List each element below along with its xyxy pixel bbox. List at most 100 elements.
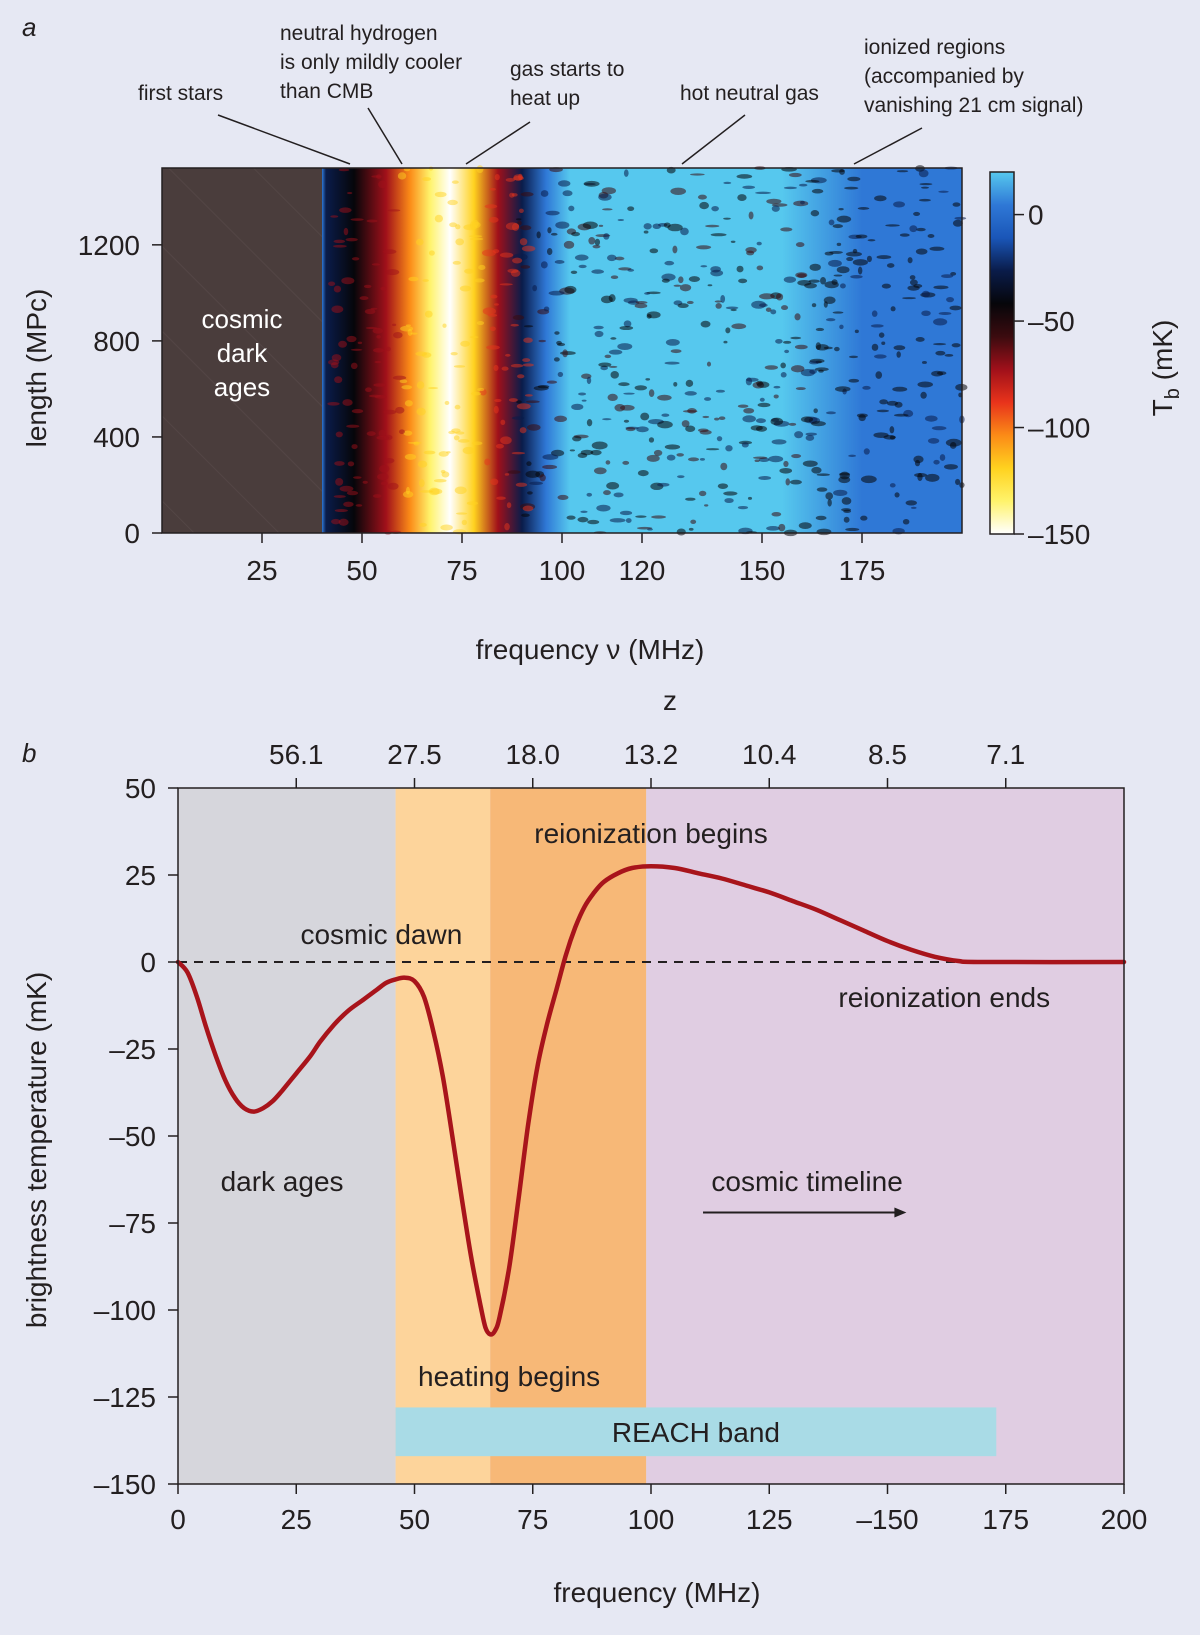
texture-speck [718, 416, 726, 421]
texture-speck [832, 311, 844, 314]
texture-speck [833, 489, 848, 496]
texture-speck [539, 474, 546, 482]
texture-speck [457, 439, 470, 443]
texture-speck [415, 351, 428, 357]
texture-speck [570, 270, 578, 274]
texture-speck [725, 445, 733, 452]
texture-speck [622, 460, 630, 465]
texture-speck [831, 279, 838, 286]
texture-speck [455, 512, 468, 515]
texture-speck [702, 415, 710, 419]
texture-speck [860, 515, 868, 521]
texture-speck [331, 518, 341, 525]
texture-speck [505, 222, 520, 231]
texture-speck [717, 483, 729, 489]
texture-speck [889, 426, 895, 434]
texture-speck [609, 365, 618, 368]
texture-speck [893, 345, 906, 351]
texture-speck [453, 365, 466, 368]
texture-speck [919, 183, 933, 186]
texture-speck [362, 480, 368, 484]
texture-speck [750, 425, 763, 431]
heatmap-y-axis-title: length (MPc) [21, 289, 52, 448]
annotation-text-line: is only mildly cooler [280, 51, 462, 74]
texture-speck [537, 384, 550, 389]
texture-speck [876, 255, 892, 260]
texture-speck [460, 340, 470, 347]
annotation-text-line: first stars [138, 82, 223, 105]
texture-speck [723, 491, 738, 496]
texture-speck [690, 519, 697, 524]
texture-speck [848, 378, 860, 383]
texture-speck [836, 242, 842, 247]
texture-speck [563, 240, 575, 249]
texture-speck [493, 364, 499, 372]
texture-speck [915, 337, 925, 342]
texture-speck [651, 515, 667, 519]
texture-speck [766, 198, 782, 205]
texture-speck [450, 352, 458, 356]
plot-y-tick-label: –100 [94, 1295, 156, 1326]
texture-speck [839, 168, 845, 175]
texture-speck [785, 478, 791, 486]
texture-speck [924, 415, 938, 422]
texture-speck [526, 400, 540, 404]
texture-speck [403, 430, 413, 436]
texture-speck [363, 284, 372, 289]
texture-speck [938, 190, 949, 193]
heatmap-y-axis: 0 400 800 1200 [78, 230, 162, 549]
texture-speck [516, 400, 522, 404]
texture-speck [404, 453, 417, 460]
texture-speck [860, 475, 877, 484]
texture-speck [504, 522, 510, 531]
texture-speck [770, 309, 777, 315]
texture-speck [385, 269, 400, 276]
texture-speck [925, 473, 940, 482]
texture-speck [351, 257, 360, 261]
texture-speck [618, 382, 630, 387]
annotation-text-line: neutral hydrogen [280, 22, 438, 45]
texture-speck [771, 511, 782, 517]
plot-y-tick-label: 0 [140, 947, 156, 978]
texture-speck [339, 207, 352, 213]
heatmap-y-tick-label: 400 [93, 422, 140, 453]
texture-speck [770, 417, 784, 426]
plot-annotation: cosmic dawn [300, 919, 462, 950]
texture-speck [553, 357, 560, 362]
texture-speck [929, 246, 945, 251]
texture-speck [805, 434, 815, 441]
texture-speck [408, 276, 419, 282]
texture-speck [927, 234, 935, 238]
texture-speck [343, 501, 354, 507]
texture-speck [486, 345, 500, 350]
texture-speck [461, 519, 467, 526]
texture-speck [423, 450, 436, 455]
plot-y-tick-label: 25 [125, 860, 156, 891]
texture-speck [914, 473, 927, 478]
texture-speck [681, 420, 690, 428]
texture-speck [499, 252, 514, 258]
texture-speck [505, 178, 516, 182]
texture-speck [917, 381, 933, 388]
texture-speck [520, 265, 531, 269]
texture-speck [554, 260, 565, 264]
texture-speck [921, 310, 931, 317]
texture-speck [893, 413, 909, 417]
texture-speck [345, 237, 358, 242]
texture-speck [950, 272, 957, 276]
texture-speck [603, 233, 610, 240]
texture-speck [813, 408, 818, 414]
texture-speck [558, 180, 571, 187]
texture-speck [635, 515, 647, 518]
texture-speck [510, 363, 524, 368]
texture-speck [452, 260, 461, 265]
texture-speck [870, 324, 884, 328]
texture-speck [346, 490, 359, 496]
texture-speck [500, 436, 512, 445]
texture-speck [407, 328, 413, 336]
heatmap-x-tick-label: 100 [539, 555, 586, 586]
texture-speck [619, 510, 633, 516]
texture-speck [606, 481, 620, 490]
plot-y-tick-label: –150 [94, 1469, 156, 1500]
texture-speck [828, 219, 835, 226]
